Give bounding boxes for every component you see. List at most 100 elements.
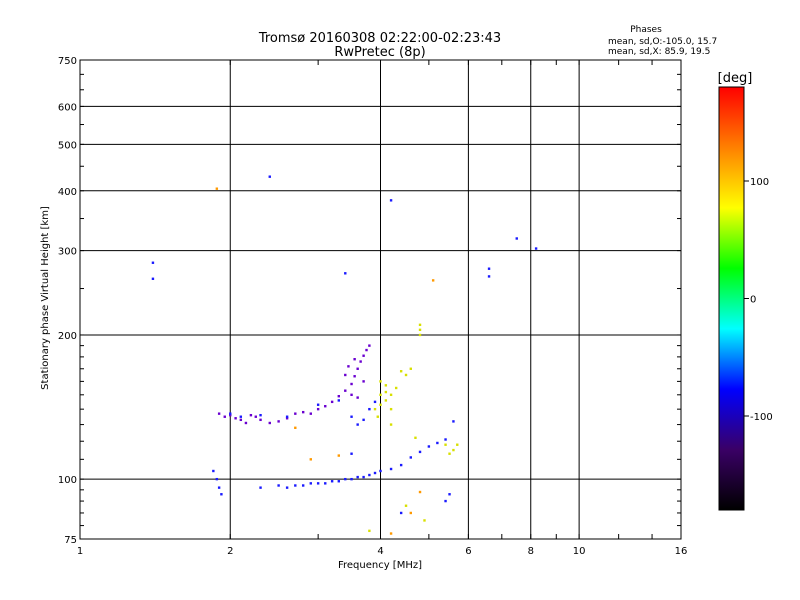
data-point xyxy=(294,412,297,415)
data-point xyxy=(418,323,422,327)
x-tick-label: 4 xyxy=(377,546,383,557)
data-point xyxy=(215,187,219,190)
data-point xyxy=(362,354,365,357)
colorbar-tick-label: -100 xyxy=(750,412,773,423)
data-point xyxy=(259,418,262,422)
data-point xyxy=(399,463,403,467)
data-point xyxy=(452,420,455,423)
data-point xyxy=(427,445,431,448)
chart-title: Tromsø 20160308 02:22:00-02:23:43 xyxy=(258,31,501,46)
data-point xyxy=(337,399,341,402)
stats-line-o: mean, sd,O:-105.0, 15.7 xyxy=(608,37,717,47)
data-point xyxy=(259,413,262,417)
data-point xyxy=(285,417,289,420)
chart-subtitle: RwPretec (8p) xyxy=(334,45,425,60)
data-point xyxy=(344,389,347,392)
data-point xyxy=(362,418,365,422)
data-point xyxy=(515,237,518,240)
data-point xyxy=(444,443,447,446)
data-point xyxy=(350,477,353,481)
data-point xyxy=(394,386,398,390)
y-tick-label: 100 xyxy=(58,475,77,486)
data-point xyxy=(254,415,257,418)
data-point xyxy=(368,473,371,477)
data-point xyxy=(359,360,362,363)
data-point xyxy=(373,400,377,404)
data-point xyxy=(330,400,334,404)
data-point xyxy=(418,450,422,454)
data-point xyxy=(379,393,382,397)
data-point xyxy=(436,441,439,445)
data-point xyxy=(316,403,320,406)
data-point xyxy=(220,493,223,496)
y-tick-label: 600 xyxy=(58,102,77,113)
data-point xyxy=(259,486,262,489)
data-point xyxy=(368,407,371,411)
data-point xyxy=(350,393,353,397)
x-tick-label: 10 xyxy=(573,546,586,557)
data-point xyxy=(376,415,379,418)
data-point xyxy=(384,399,388,402)
data-point xyxy=(223,415,226,418)
data-point xyxy=(229,413,232,417)
colorbar-label: [deg] xyxy=(718,71,753,86)
data-point xyxy=(324,482,327,485)
data-point xyxy=(350,415,353,418)
data-point xyxy=(373,471,377,475)
data-point xyxy=(399,511,403,515)
colorbar-tick-label: 0 xyxy=(750,295,756,306)
data-point xyxy=(294,484,297,487)
data-point xyxy=(344,272,347,275)
x-tick-label: 8 xyxy=(528,546,534,557)
data-point xyxy=(418,333,422,337)
data-point xyxy=(301,484,305,487)
data-point xyxy=(212,469,215,473)
data-point xyxy=(456,443,459,446)
grid-lines xyxy=(79,60,682,539)
data-point xyxy=(309,482,312,485)
data-point xyxy=(356,396,359,399)
data-point xyxy=(389,423,393,426)
data-point xyxy=(337,454,341,457)
y-tick-label: 500 xyxy=(58,140,77,151)
data-point xyxy=(350,452,353,455)
data-point xyxy=(409,367,412,370)
colorbar-tick-label: 100 xyxy=(750,177,769,188)
data-point xyxy=(350,382,353,386)
data-point xyxy=(344,373,347,377)
scatter-points xyxy=(151,175,538,535)
data-point xyxy=(404,373,408,377)
y-tick-labels: 75 100 200 300 400 500 600 750 xyxy=(58,56,77,546)
data-point xyxy=(356,475,359,479)
data-point xyxy=(389,407,393,411)
data-point xyxy=(379,403,382,406)
data-point xyxy=(399,370,403,373)
data-point xyxy=(418,328,422,332)
data-point xyxy=(487,267,491,270)
data-point xyxy=(444,438,447,441)
data-point xyxy=(217,412,221,415)
data-point xyxy=(330,480,334,483)
x-tick-label: 1 xyxy=(77,546,83,557)
data-point xyxy=(344,477,347,481)
data-point xyxy=(268,421,271,425)
data-point xyxy=(316,407,320,411)
data-point xyxy=(151,277,155,280)
x-axis-label: Frequency [MHz] xyxy=(338,560,422,571)
y-axis-label: Stationary phase Virtual Height [km] xyxy=(40,206,51,390)
y-tick-label: 300 xyxy=(58,247,77,258)
data-point xyxy=(384,384,388,387)
data-point xyxy=(316,482,320,485)
data-point xyxy=(301,410,305,414)
data-point xyxy=(534,247,538,250)
data-point xyxy=(379,380,382,383)
data-point xyxy=(431,279,435,282)
data-point xyxy=(423,519,426,522)
data-point xyxy=(268,175,271,178)
data-point xyxy=(365,348,368,352)
data-point xyxy=(362,475,365,479)
data-point xyxy=(448,493,451,496)
data-point xyxy=(409,456,412,459)
data-point xyxy=(389,393,393,397)
